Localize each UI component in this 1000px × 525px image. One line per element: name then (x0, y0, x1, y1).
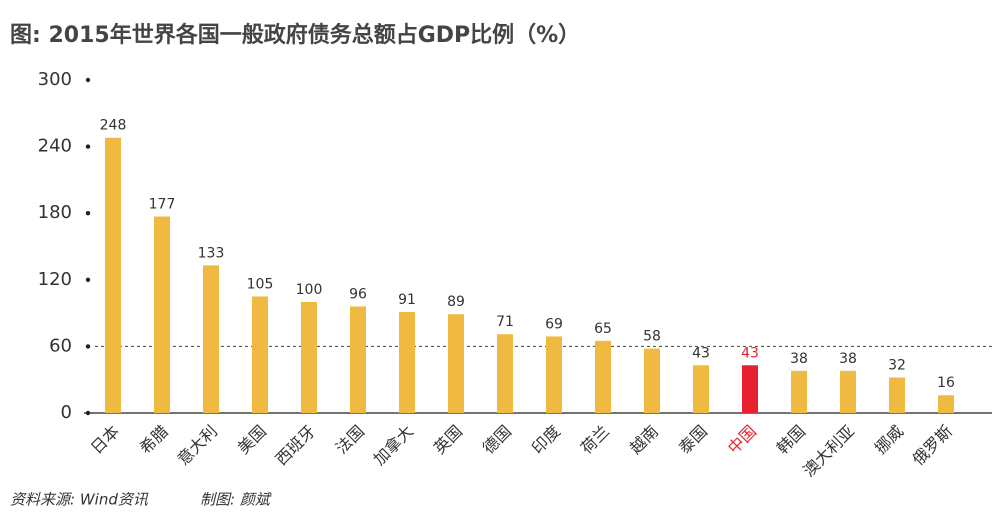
bar (595, 340, 611, 413)
bar (546, 336, 562, 413)
y-tick-label: 0 (61, 402, 72, 423)
bar (105, 137, 121, 413)
value-label: 71 (496, 314, 514, 330)
value-label: 58 (643, 329, 661, 345)
value-label: 16 (937, 375, 955, 391)
x-tick-label: 加拿大 (370, 422, 417, 469)
bar (448, 314, 464, 413)
value-label: 38 (790, 351, 808, 367)
tick-mark (85, 77, 91, 83)
bar (399, 311, 415, 413)
x-tick-label: 澳大利亚 (799, 422, 858, 481)
tick-mark (85, 277, 91, 282)
x-tick-label: 荷兰 (577, 422, 613, 458)
x-tick-label: 泰国 (675, 422, 711, 458)
x-tick-label: 希腊 (136, 422, 172, 458)
value-label: 32 (888, 357, 906, 373)
value-label: 248 (100, 118, 127, 134)
x-tick-label: 挪威 (871, 422, 907, 458)
value-label: 91 (398, 292, 416, 308)
bar (497, 334, 513, 413)
y-tick-label: 240 (38, 136, 72, 157)
bar (350, 306, 366, 413)
x-tick-label: 西班牙 (272, 422, 319, 469)
bar (154, 216, 170, 413)
bar (644, 348, 660, 413)
bar (742, 365, 758, 413)
value-label: 100 (296, 282, 323, 298)
bar (938, 395, 954, 413)
bar (791, 370, 807, 413)
value-label: 43 (692, 345, 710, 361)
bar (889, 377, 905, 413)
value-label: 133 (198, 245, 225, 261)
value-label: 105 (247, 276, 274, 292)
y-tick-label: 180 (38, 202, 72, 223)
bar (840, 370, 856, 413)
tick-mark (85, 211, 91, 216)
x-tick-label: 美国 (234, 422, 270, 458)
x-tick-label: 英国 (430, 422, 466, 458)
x-tick-label: 法国 (332, 422, 368, 458)
bar (252, 296, 268, 413)
y-tick-label: 300 (38, 69, 72, 90)
y-tick-label: 60 (49, 335, 72, 356)
value-label: 43 (741, 345, 759, 361)
x-tick-label: 德国 (479, 422, 515, 458)
credit-note: 制图: 颜斌 (200, 491, 272, 509)
bar (693, 365, 709, 413)
x-tick-label: 印度 (528, 422, 564, 458)
value-label: 65 (594, 321, 612, 337)
tick-mark (85, 144, 91, 149)
value-label: 96 (349, 286, 367, 302)
x-tick-label: 意大利 (174, 422, 221, 469)
value-label: 177 (149, 197, 176, 213)
x-tick-label: 中国 (724, 422, 760, 458)
bar (301, 302, 317, 413)
value-label: 89 (447, 294, 465, 310)
y-tick-label: 120 (38, 269, 72, 290)
bar (203, 265, 219, 413)
x-tick-label: 日本 (87, 422, 123, 458)
value-label: 38 (839, 351, 857, 367)
x-tick-label: 韩国 (773, 422, 809, 458)
source-note: 资料来源: Wind资讯 (10, 491, 149, 509)
x-tick-label: 俄罗斯 (909, 422, 956, 469)
chart-title: 图: 2015年世界各国一般政府债务总额占GDP比例（%） (10, 22, 580, 48)
x-tick-label: 越南 (626, 422, 662, 458)
value-label: 69 (545, 316, 563, 332)
tick-mark (85, 344, 91, 349)
